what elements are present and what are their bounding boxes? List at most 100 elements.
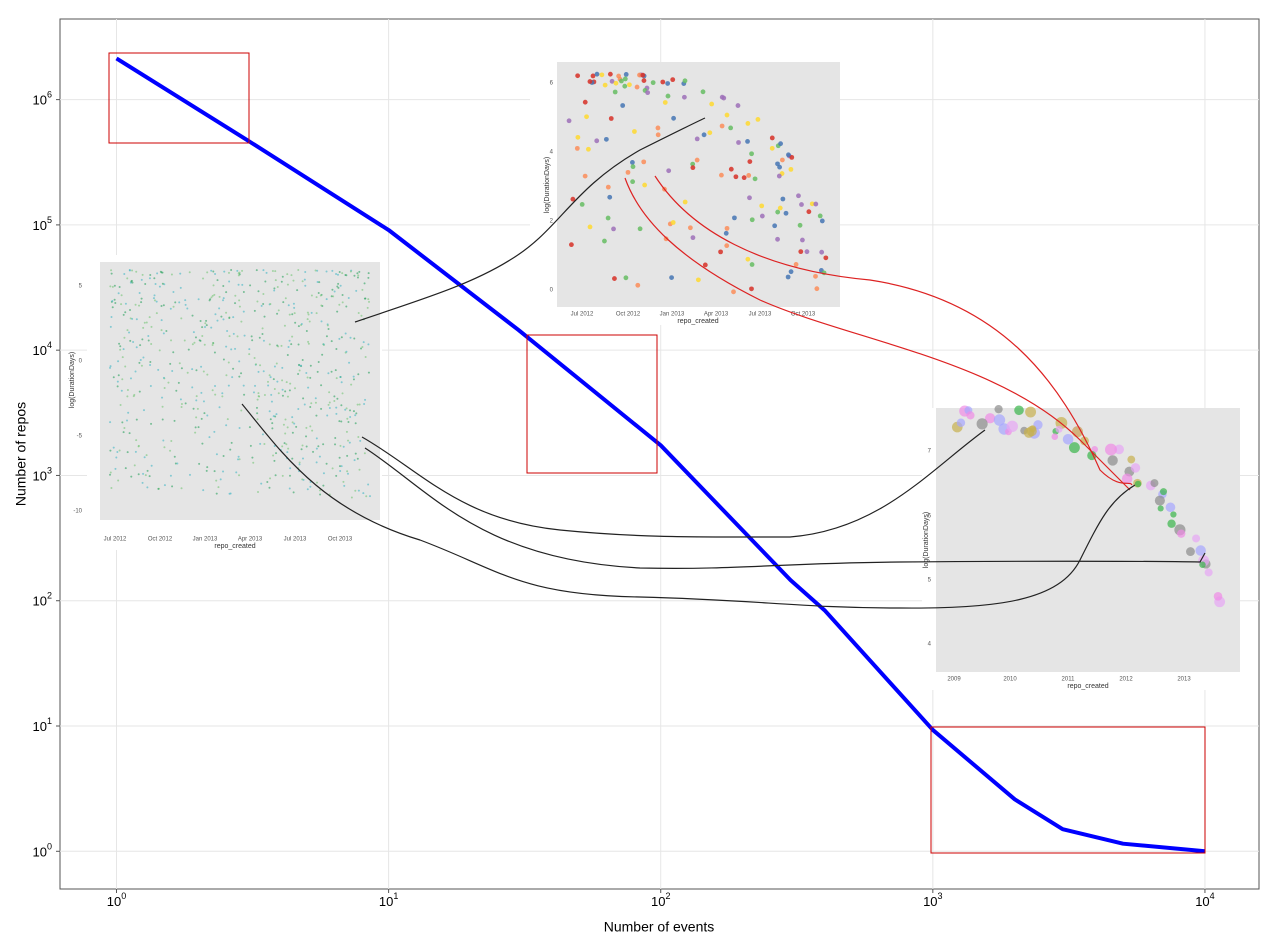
inset-point	[1195, 545, 1206, 556]
inset-point	[285, 381, 288, 384]
inset-point	[155, 312, 158, 315]
inset-point	[317, 291, 320, 294]
inset-point	[288, 339, 291, 342]
inset-point	[111, 300, 114, 303]
inset-point	[330, 370, 333, 373]
inset-point	[139, 359, 142, 362]
inset-point	[798, 249, 804, 255]
inset-point	[1130, 463, 1141, 473]
inset-point	[123, 336, 126, 339]
inset-point	[367, 483, 370, 486]
inset-point	[156, 272, 159, 275]
inset-point	[325, 335, 328, 338]
inset-point	[594, 138, 600, 144]
y-tick-label: 105	[33, 215, 52, 233]
inset-point	[191, 386, 194, 389]
inset-point	[140, 364, 143, 367]
inset-point	[670, 220, 676, 225]
inset-y-tick-label: 6	[928, 514, 932, 520]
inset-point	[237, 274, 240, 277]
inset-point	[1150, 479, 1159, 488]
inset-point	[293, 387, 296, 390]
inset-point	[338, 303, 341, 306]
inset-point	[1006, 420, 1018, 433]
inset-point	[120, 389, 123, 392]
inset-point	[262, 303, 265, 306]
inset-point	[222, 470, 225, 473]
inset-point	[293, 306, 296, 309]
inset-point	[274, 279, 277, 282]
inset-point	[293, 312, 296, 315]
inset-point	[358, 403, 361, 406]
inset-point	[355, 412, 358, 415]
inset-point	[269, 477, 272, 480]
inset-point	[222, 318, 225, 321]
inset-point	[368, 495, 371, 498]
inset-point	[268, 486, 271, 489]
inset-point	[231, 376, 234, 379]
inset-point	[587, 79, 593, 84]
inset-point	[241, 269, 244, 272]
inset-point	[205, 319, 208, 322]
inset-point	[334, 436, 337, 439]
inset-point	[347, 420, 350, 423]
inset-point	[780, 196, 786, 202]
inset-point	[724, 225, 730, 231]
inset-point	[276, 285, 279, 288]
inset-point	[149, 361, 152, 364]
inset-point	[115, 456, 118, 459]
inset-point	[319, 493, 322, 496]
inset-point	[138, 292, 141, 295]
inset-point	[603, 136, 609, 142]
inset-point	[179, 286, 182, 289]
inset-point	[602, 82, 608, 88]
inset-point	[172, 305, 175, 308]
inset-point	[261, 433, 264, 436]
inset-point	[645, 90, 651, 96]
inset-point	[308, 320, 311, 323]
inset-point	[268, 374, 271, 377]
inset-point	[356, 403, 359, 406]
inset-point	[367, 371, 370, 374]
inset-point	[1055, 425, 1063, 433]
inset-point	[238, 360, 241, 363]
inset-point	[214, 384, 217, 387]
inset-point	[254, 384, 257, 387]
inset-point	[237, 458, 240, 461]
inset-point	[357, 274, 360, 277]
inset-point	[123, 426, 126, 429]
inset-point	[783, 210, 789, 216]
inset-point	[242, 310, 245, 313]
inset-point	[198, 462, 201, 465]
inset-point	[137, 445, 140, 448]
inset-point	[775, 161, 780, 167]
inset-point	[745, 138, 750, 144]
inset-point	[272, 454, 275, 457]
inset-point	[303, 403, 306, 406]
inset-point	[358, 468, 361, 471]
inset-point	[314, 401, 317, 404]
inset-point	[582, 173, 588, 179]
inset-point	[240, 320, 243, 323]
inset-point	[126, 395, 129, 398]
inset-point	[322, 472, 325, 475]
inset-point	[145, 321, 148, 324]
inset-point	[273, 287, 276, 290]
inset-point	[338, 420, 341, 423]
inset-x-tick-label: Oct 2013	[791, 312, 816, 318]
inset-point	[655, 125, 661, 131]
inset-point	[368, 300, 371, 303]
inset-point	[211, 294, 214, 297]
inset-point	[200, 365, 203, 368]
inset-point	[184, 299, 187, 302]
inset-point	[269, 376, 272, 379]
inset-point	[296, 289, 299, 292]
inset-point	[141, 338, 144, 341]
inset-point	[240, 409, 243, 412]
inset-point	[347, 297, 350, 300]
y-tick-label: 103	[33, 466, 52, 484]
inset-point	[130, 279, 133, 282]
inset-point	[198, 339, 201, 342]
inset-point	[132, 341, 135, 344]
inset-point	[745, 121, 751, 126]
